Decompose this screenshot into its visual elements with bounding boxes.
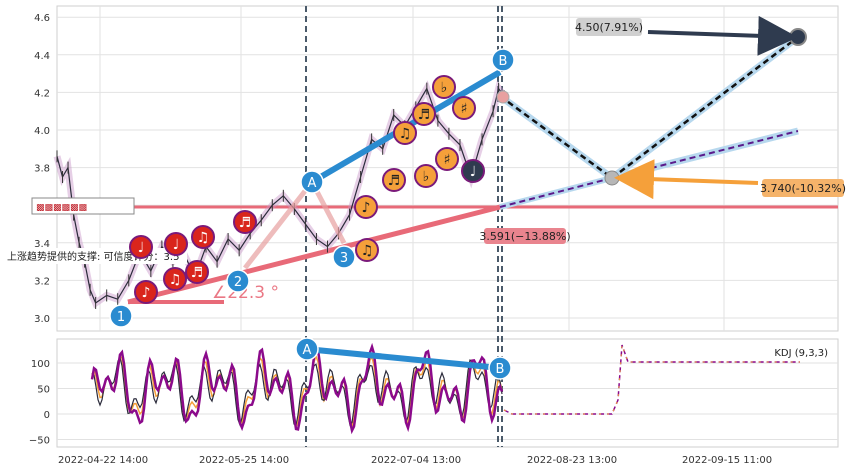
svg-text:♩: ♩	[173, 237, 180, 253]
signal-marker: ♬	[412, 102, 436, 126]
svg-text:♯: ♯	[444, 152, 451, 168]
signal-marker: ♫	[355, 238, 379, 262]
projection-node	[604, 170, 620, 186]
x-tick-label: 2022-05-25 14:00	[199, 455, 289, 466]
kdj-legend: KDJ (9,3,3)	[774, 348, 828, 359]
svg-text:3: 3	[340, 251, 348, 266]
signal-marker: ♬	[382, 168, 406, 192]
svg-text:B: B	[499, 54, 508, 69]
signal-marker: ♬	[233, 210, 257, 234]
x-tick-label: 2022-07-04 13:00	[371, 455, 461, 466]
level-arrow	[614, 159, 759, 200]
signal-marker: ♬	[185, 260, 209, 284]
svg-text:♫: ♫	[169, 272, 182, 288]
price-line	[56, 87, 505, 304]
target-arrow	[647, 15, 798, 56]
level-label: 3.740(-10.32%)	[760, 179, 846, 197]
target-node	[789, 28, 807, 46]
price-yticks: 4.64.44.24.03.83.63.43.23.0	[34, 13, 50, 325]
svg-text:♪: ♪	[142, 285, 151, 301]
price-ytick-label: 4.6	[34, 13, 50, 24]
svg-text:♬: ♬	[239, 215, 252, 231]
svg-text:♩: ♩	[138, 240, 145, 256]
x-tick-label: 2022-04-22 14:00	[58, 455, 148, 466]
signal-marker: ♯	[435, 147, 459, 171]
price-ytick-label: 3.2	[34, 276, 50, 287]
svg-text:♬: ♬	[418, 107, 431, 123]
kdj-yticks: 100 50 0 −50	[29, 359, 50, 447]
svg-text:♭: ♭	[441, 80, 448, 96]
kdj-ytick-label: 0	[44, 410, 50, 421]
support-trend-line	[127, 204, 501, 305]
wave-line-2-a	[243, 180, 314, 270]
kdj-j-line	[90, 342, 504, 435]
svg-text:1: 1	[117, 310, 125, 325]
wave-label: 1	[109, 304, 133, 328]
kdj-projection-k	[503, 344, 800, 415]
signal-marker: ♩	[129, 235, 153, 259]
signal-marker: ♩	[461, 159, 485, 183]
projection-band-4	[499, 175, 613, 210]
projection-dashed-2	[611, 36, 799, 179]
support-text-box: 上涨趋势提供的支撑: 可信度评分：3.5	[4, 248, 187, 264]
kdj-ytick-label: −50	[29, 436, 50, 447]
price-ytick-label: 3.4	[34, 239, 50, 250]
price-ytick-label: 4.2	[34, 88, 50, 99]
signal-marker: ♭	[432, 75, 456, 99]
wave-label: B	[491, 48, 515, 72]
x-axis-ticks: 2022-04-22 14:00 2022-05-25 14:00 2022-07-…	[58, 455, 772, 466]
kdj-ytick-label: 100	[31, 359, 50, 370]
projection-dashed-1	[499, 94, 613, 180]
wave-label: 3	[332, 245, 356, 269]
kdj-ytick-label: 50	[37, 385, 50, 396]
svg-text:♫: ♫	[399, 126, 412, 142]
signal-marker: ♪	[134, 280, 158, 304]
kdj-label-a: A	[295, 337, 319, 361]
svg-text:♯: ♯	[461, 101, 468, 117]
svg-text:♬: ♬	[388, 173, 401, 189]
signal-marker: ♩	[164, 232, 188, 256]
x-tick-label: 2022-09-15 11:00	[682, 455, 772, 466]
signal-marker: ♭	[414, 164, 438, 188]
svg-text:♩: ♩	[470, 164, 477, 180]
target-label: 4.50(7.91%)	[575, 18, 643, 36]
kdj-series	[90, 342, 800, 435]
price-ytick-label: 4.4	[34, 51, 50, 62]
svg-text:♭: ♭	[423, 169, 430, 185]
svg-text:♪: ♪	[362, 200, 371, 216]
peak-node	[496, 90, 510, 104]
svg-text:4.50(7.91%): 4.50(7.91%)	[575, 21, 643, 34]
svg-text:2: 2	[234, 275, 242, 290]
signal-marker: ♪	[354, 195, 378, 219]
wave-label: A	[300, 170, 324, 194]
signal-marker: ♯	[452, 96, 476, 120]
kdj-divergence-line	[305, 346, 501, 371]
price-ytick-label: 4.0	[34, 126, 50, 137]
svg-text:3.740(-10.32%): 3.740(-10.32%)	[760, 182, 846, 195]
signal-marker: ♫	[163, 267, 187, 291]
wave-label: 2	[226, 269, 250, 293]
price-ytick-label: 3.0	[34, 314, 50, 325]
svg-text:上涨趋势提供的支撑: 可信度评分：3.5: 上涨趋势提供的支撑: 可信度评分：3.5	[7, 250, 179, 263]
x-tick-label: 2022-08-23 13:00	[527, 455, 617, 466]
wave-labels: 1 2 3 A B	[109, 48, 515, 328]
signal-marker: ♫	[393, 121, 417, 145]
kdj-label-b: B	[488, 356, 512, 380]
svg-text:B: B	[496, 362, 505, 377]
svg-text:A: A	[308, 176, 317, 191]
svg-text:3.591(−13.88%): 3.591(−13.88%)	[479, 230, 570, 243]
signal-markers: ♩ ♪ ♩ ♫ ♫ ♬ ♬ ♪ ♫ ♬ ♫ ♬ ♭ ♭ ♯ ♯ ♩	[129, 75, 485, 304]
svg-text:♫: ♫	[197, 230, 210, 246]
svg-text:♬: ♬	[191, 265, 204, 281]
svg-text:▩▩▩▩▩▩: ▩▩▩▩▩▩	[36, 203, 87, 213]
support-level-label: 3.591(−13.88%)	[479, 228, 571, 244]
signal-marker: ♫	[191, 225, 215, 249]
svg-text:A: A	[303, 343, 312, 358]
svg-text:♫: ♫	[361, 243, 374, 259]
price-ytick-label: 3.8	[34, 164, 50, 175]
legend-icons-box: ▩▩▩▩▩▩	[31, 197, 135, 215]
